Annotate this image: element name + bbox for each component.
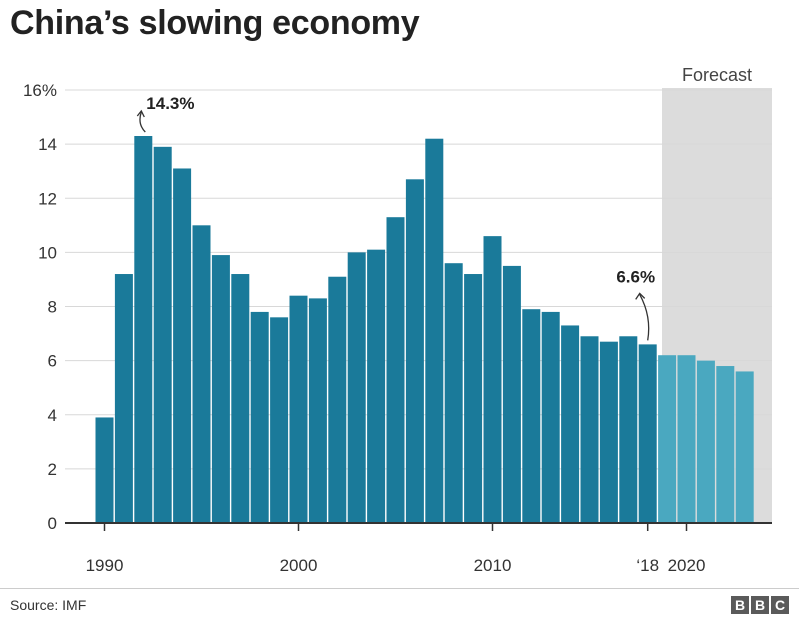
bar [464, 274, 483, 523]
bbc-logo: B B C [731, 596, 789, 614]
bar [502, 265, 521, 523]
bar [289, 295, 308, 523]
forecast-bar [696, 360, 715, 523]
bar [425, 138, 444, 523]
annotation-label: 6.6% [616, 267, 655, 286]
y-tick-label: 10 [38, 243, 57, 262]
footer-divider [0, 588, 799, 589]
forecast-bar [716, 366, 735, 523]
bar [367, 249, 386, 523]
x-tick-label: 2020 [668, 556, 706, 575]
x-tick-label: 2010 [474, 556, 512, 575]
bar [308, 298, 327, 523]
forecast-bar [677, 355, 696, 523]
y-tick-label: 14 [38, 135, 57, 154]
x-tick-label: 2000 [280, 556, 318, 575]
bar [347, 252, 366, 523]
annotation-arrowhead [136, 109, 145, 118]
y-tick-label: 8 [48, 298, 57, 317]
source-note: Source: IMF [10, 597, 87, 613]
bar [580, 336, 599, 523]
y-tick-label: 12 [38, 189, 57, 208]
bar [211, 255, 230, 524]
annotation-arrow [639, 294, 650, 341]
bar [153, 146, 172, 524]
annotation-label: 14.3% [146, 94, 194, 113]
annotation-arrow [139, 111, 146, 133]
bar [231, 274, 250, 523]
bar [638, 344, 657, 523]
x-tick-label: 1990 [86, 556, 124, 575]
bar-chart: Forecast 0 2 4 6 8 10 12 14 16% 1990 2000 2010 ‘18 202… [23, 65, 772, 575]
y-tick-label: 6 [48, 352, 57, 371]
y-tick-label: 2 [48, 460, 57, 479]
x-tick-label: ‘18 [636, 556, 659, 575]
bar [270, 317, 289, 523]
y-tick-label: 4 [48, 406, 57, 425]
bar [95, 417, 114, 523]
annotation-arrowhead [635, 292, 646, 300]
bar [173, 168, 192, 523]
bar [522, 309, 541, 523]
bar [328, 276, 347, 523]
bar [619, 336, 638, 523]
bar [134, 136, 153, 523]
bar [483, 236, 502, 523]
bbc-logo-letter-3: C [771, 596, 789, 614]
bar [444, 263, 463, 523]
bbc-logo-letter-1: B [731, 596, 749, 614]
forecast-bar [735, 371, 754, 523]
bar [114, 274, 133, 523]
bar [541, 311, 560, 523]
y-tick-label: 0 [48, 514, 57, 533]
chart-title: China’s slowing economy [10, 4, 420, 42]
forecast-bar [658, 355, 677, 523]
bar [405, 179, 424, 523]
bar [192, 225, 211, 523]
bar [386, 217, 405, 523]
bar [599, 341, 618, 523]
y-tick-label: 16% [23, 81, 57, 100]
bar [250, 311, 269, 523]
bar [561, 325, 580, 523]
forecast-label: Forecast [682, 65, 752, 85]
bbc-logo-letter-2: B [751, 596, 769, 614]
